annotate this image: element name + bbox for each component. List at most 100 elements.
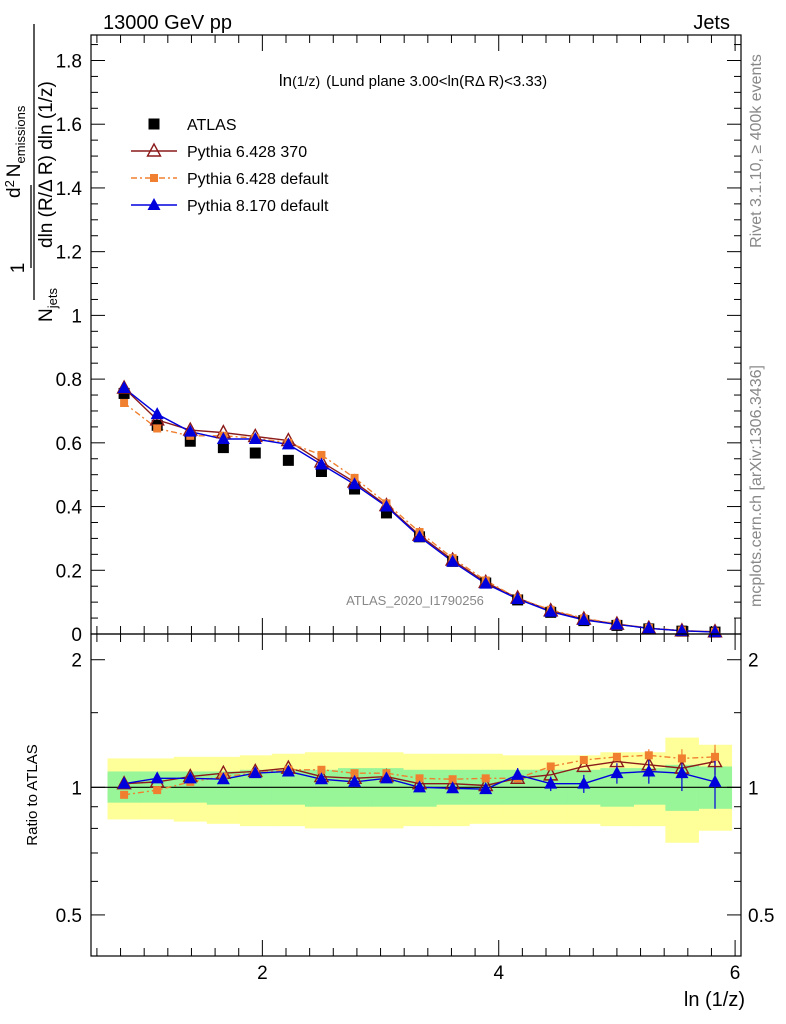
top-ylabel-den-b: d — [4, 187, 25, 198]
bottom-frame — [90, 633, 742, 957]
ratio-data-point — [708, 774, 722, 787]
legend-label: Pythia 6.428 370 — [187, 144, 307, 161]
ratio-data-point — [610, 766, 624, 779]
top-ylabel-den-c: N — [4, 163, 25, 177]
legend-marker — [150, 174, 158, 182]
bottom-panel: 0.5 0.5 1 1 2 2 2 4 6 Ratio to ATLAS ln (1/z) — [24, 633, 774, 1011]
legend-marker — [148, 118, 160, 130]
ratio-data-point — [576, 757, 592, 773]
top-ytick-label: 1.2 — [56, 243, 82, 264]
ratio-data-point — [183, 771, 197, 784]
ratio-data-point — [379, 771, 393, 784]
ratio-data-point — [677, 754, 686, 763]
top-ylabel: 1 Njets dln (R/Δ R) dln (1/z) d2 Nemissio… — [2, 24, 60, 322]
top-ytick-label: 0.8 — [56, 370, 82, 391]
top-ytick-label: 0.4 — [56, 498, 83, 519]
ratio-data-point — [448, 775, 457, 784]
bottom-plot-area: 0.5 0.5 1 1 2 2 2 4 6 — [56, 633, 774, 984]
bottom-ytick-label-left: 0.5 — [56, 906, 82, 927]
ratio-data-point — [350, 769, 359, 778]
ratio-data-point — [642, 764, 656, 777]
legend-label: ATLAS — [187, 117, 237, 134]
top-data-point — [317, 450, 326, 459]
ratio-data-point — [153, 786, 162, 795]
top-data-point — [479, 576, 493, 589]
ratio-data-point — [481, 774, 490, 783]
top-data-point — [117, 381, 131, 394]
top-data-point — [217, 442, 229, 454]
ratio-data-point — [281, 764, 295, 777]
top-data-point — [282, 454, 294, 466]
ratio-data-point — [579, 756, 588, 765]
ratio-data-point — [120, 790, 129, 799]
bottom-ytick-label-right: 0.5 — [748, 906, 774, 927]
bottom-ytick-label-left: 1 — [71, 778, 82, 799]
top-ytick-label: 1.4 — [56, 179, 83, 200]
top-data-point — [675, 623, 689, 636]
ratio-data-point — [317, 765, 326, 774]
ratio-data-point — [479, 782, 493, 795]
top-title: ln(1/z) (Lund plane 3.00<ln(RΔ R)<3.33) — [279, 71, 547, 90]
legend-marker — [147, 198, 161, 210]
legend-marker — [146, 142, 162, 157]
top-data-point — [380, 507, 392, 519]
top-data-point — [184, 435, 196, 447]
top-data-point — [379, 499, 393, 512]
top-ytick-label: 1.6 — [56, 115, 82, 136]
ratio-data-point — [644, 751, 653, 760]
ratio-data-point — [415, 774, 424, 783]
legend: ATLAS Pythia 6.428 370 Pythia 6.428 defaul… — [131, 117, 329, 215]
top-title-rest: (Lund plane 3.00<ln(RΔ R)<3.33) — [326, 73, 547, 90]
header-left: 13000 GeV pp — [103, 12, 232, 34]
legend-label: Pythia 6.428 default — [187, 171, 329, 188]
top-ytick-label: 0.2 — [56, 561, 82, 582]
bottom-ylabel: Ratio to ATLAS — [24, 744, 41, 845]
top-ylabel-den: Njets — [36, 288, 60, 322]
ratio-data-point — [577, 776, 591, 789]
top-data-point — [315, 466, 327, 478]
ratio-data-point — [544, 776, 558, 789]
top-ylabel-den-c-sub: emissions — [13, 105, 28, 163]
top-data-point — [281, 437, 295, 450]
top-plot-area: 0 0.2 0.4 0.6 0.8 1 1.2 1.4 1.6 1.8 — [56, 34, 742, 646]
top-data-point — [314, 457, 328, 470]
top-ylabel-num: 1 — [8, 263, 29, 274]
top-data-point — [153, 424, 162, 433]
top-data-point — [446, 554, 460, 567]
top-ylabel-den-a-sub: jets — [45, 288, 60, 310]
top-ylabel-den-a: N — [36, 308, 57, 322]
bottom-xlabel: ln (1/z) — [684, 989, 745, 1011]
legend-label: Pythia 8.170 default — [187, 198, 329, 215]
bottom-ytick-label-right: 1 — [748, 778, 759, 799]
ratio-data-point — [117, 776, 131, 789]
top-data-point — [511, 591, 525, 604]
watermark: ATLAS_2020_I1790256 — [346, 593, 484, 608]
ratio-data-point — [216, 772, 230, 785]
ratio-data-point — [711, 752, 719, 761]
top-panel: 0 0.2 0.4 0.6 0.8 1 1.2 1.4 1.6 1.8 ATLAS_2020_I1… — [2, 24, 742, 646]
top-data-point — [120, 399, 129, 408]
ratio-data-point — [413, 780, 427, 793]
top-title-main: ln — [279, 71, 292, 90]
ratio-data-point — [348, 774, 362, 787]
top-ylabel-num-expr: d2 Nemissions — [2, 105, 28, 198]
bottom-xtick-label: 2 — [257, 963, 268, 984]
top-data-point — [150, 407, 164, 420]
top-ylabel-den-rest: dln (R/Δ R) dln (1/z) — [36, 81, 57, 248]
bottom-xtick-label: 4 — [493, 963, 504, 984]
ratio-data-point — [612, 752, 621, 761]
top-data-point — [249, 447, 261, 459]
ratio-data-point — [248, 766, 262, 779]
ratio-data-point — [314, 772, 328, 785]
header-right: Jets — [693, 12, 730, 34]
ratio-data-point — [546, 762, 555, 771]
top-ylabel-den-b-sup: 2 — [2, 180, 17, 187]
top-ytick-label: 0.6 — [56, 434, 82, 455]
top-ytick-label: 1 — [71, 306, 82, 327]
top-title-sub: (1/z) — [292, 73, 320, 89]
top-data-point — [577, 612, 591, 625]
bottom-xtick-label: 6 — [730, 963, 741, 984]
ratio-data-point — [675, 766, 689, 779]
mcplots-label: mcplots.cern.ch [arXiv:1306.3436] — [748, 365, 765, 607]
